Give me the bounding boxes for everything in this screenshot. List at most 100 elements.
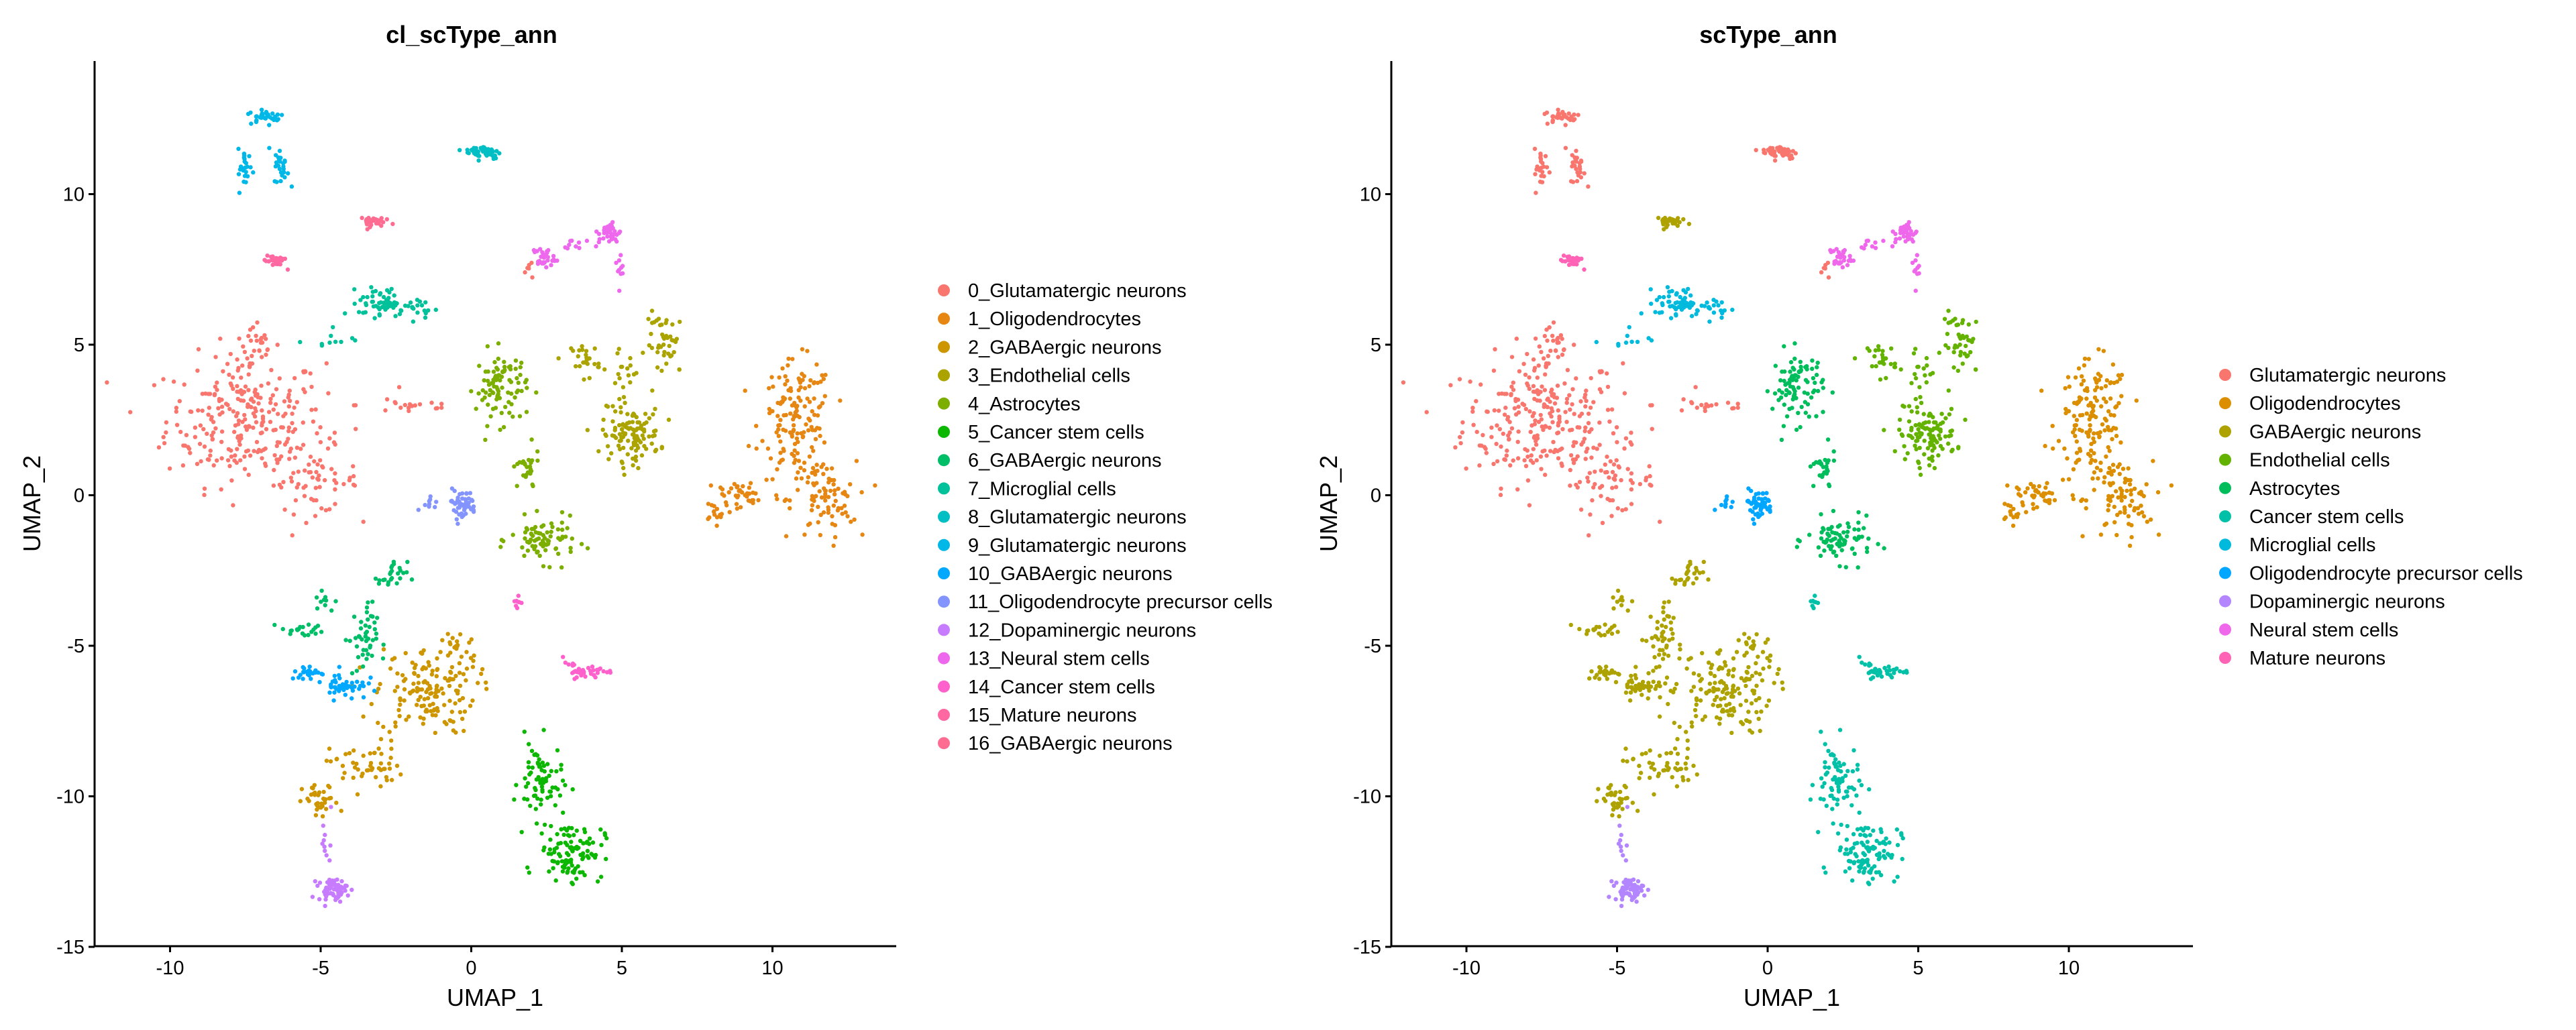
cell-point [417, 402, 423, 407]
cell-point [550, 785, 555, 790]
cell-point [1794, 378, 1799, 383]
cell-point [1931, 434, 1935, 439]
cell-point [530, 544, 535, 549]
cell-point [1750, 644, 1755, 648]
cell-point [198, 423, 203, 428]
cell-point [361, 753, 366, 758]
cell-point [1572, 440, 1576, 445]
cell-point [2082, 356, 2088, 361]
cell-point [1639, 889, 1644, 893]
cell-point [2045, 481, 2049, 485]
cell-point [539, 831, 544, 836]
cell-point [1605, 496, 1610, 502]
cell-point [661, 353, 666, 358]
cell-point [559, 767, 564, 772]
cell-point [248, 338, 254, 343]
cell-point [1790, 397, 1795, 402]
cell-point [1770, 406, 1775, 411]
cell-point [1516, 429, 1521, 434]
cell-point [455, 639, 460, 644]
cell-point [625, 421, 630, 426]
cell-point [1846, 785, 1851, 790]
cell-point [2141, 494, 2146, 498]
cell-point [1595, 447, 1599, 451]
cell-point [235, 389, 239, 394]
cell-point [2077, 457, 2082, 462]
cell-point [1542, 164, 1546, 169]
cell-point [403, 650, 408, 656]
cell-point [1727, 701, 1732, 706]
cell-point [651, 412, 655, 417]
cell-point [320, 842, 325, 846]
cell-point [1564, 400, 1569, 405]
cell-point [817, 489, 822, 494]
cell-point [370, 290, 375, 294]
cell-point [1792, 367, 1796, 372]
cell-point [1711, 685, 1716, 691]
cell-point [1629, 339, 1634, 344]
cell-point [241, 166, 246, 171]
cell-point [432, 707, 437, 712]
cell-point [532, 538, 537, 543]
cell-point [315, 606, 320, 611]
cell-point [1607, 627, 1613, 632]
cell-point [339, 891, 344, 895]
cell-point [1913, 258, 1918, 263]
cell-point [1837, 760, 1841, 765]
cell-point [256, 401, 261, 406]
cell-point [605, 444, 610, 449]
cell-point [2108, 396, 2113, 401]
cell-point [1798, 369, 1803, 374]
cell-point [377, 300, 382, 306]
cell-point [1666, 294, 1671, 299]
cell-point [563, 661, 568, 665]
cell-point [423, 300, 428, 305]
cell-point [1802, 390, 1807, 395]
cell-point [783, 374, 788, 379]
cell-point [174, 422, 180, 427]
cell-point [376, 581, 382, 586]
cell-point [584, 355, 589, 360]
cell-point [1523, 372, 1528, 377]
cell-point [1676, 304, 1681, 309]
cell-point [577, 245, 582, 250]
cell-point [1738, 703, 1743, 707]
legend-swatch [2219, 538, 2231, 551]
cell-point [219, 487, 223, 492]
cell-point [1610, 801, 1615, 807]
cell-point [525, 797, 530, 802]
cell-point [654, 318, 659, 323]
cell-point [788, 506, 792, 511]
cell-point [1782, 344, 1786, 349]
cell-point [298, 799, 303, 803]
cell-point [266, 410, 272, 414]
cell-point [1568, 407, 1572, 412]
cell-point [1547, 425, 1552, 430]
cell-point [1605, 454, 1609, 459]
cell-point [1799, 404, 1804, 410]
cell-point [642, 421, 647, 426]
cell-point [1714, 715, 1719, 720]
cell-point [339, 879, 344, 884]
cell-point [616, 258, 622, 263]
cell-point [1694, 576, 1699, 581]
cell-point [376, 766, 382, 770]
cell-point [1516, 404, 1521, 409]
cell-point [1879, 674, 1884, 679]
cell-point [2098, 374, 2103, 379]
cell-point [559, 565, 564, 570]
cell-point [545, 530, 549, 535]
legend-label: 5_Cancer stem cells [968, 422, 1144, 443]
cell-point [1520, 402, 1525, 406]
cell-point [1482, 445, 1487, 449]
cell-point [1843, 565, 1848, 569]
cell-point [377, 313, 382, 318]
cell-point [1922, 439, 1927, 443]
legend-swatch [2219, 623, 2231, 636]
cell-point [323, 807, 329, 811]
cell-point [2106, 503, 2111, 508]
cell-point [628, 363, 633, 368]
cell-point [1633, 665, 1638, 669]
cell-point [1692, 571, 1697, 576]
cell-point [1617, 814, 1621, 819]
